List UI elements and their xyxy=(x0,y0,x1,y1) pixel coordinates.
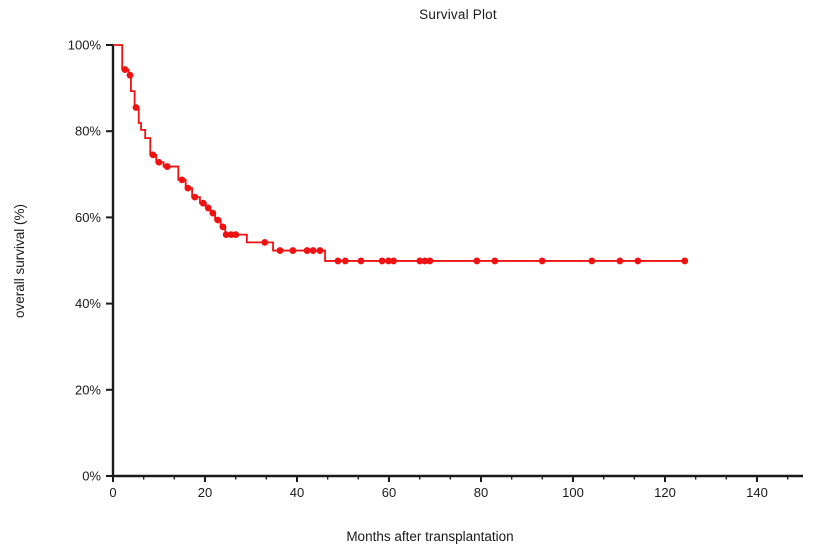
censor-mark xyxy=(309,247,317,254)
y-tick-label: 20% xyxy=(75,382,101,397)
chart-title: Survival Plot xyxy=(419,7,497,22)
censor-mark xyxy=(334,257,342,265)
x-tick-label: 20 xyxy=(198,485,212,500)
censor-mark xyxy=(126,71,134,79)
censor-mark xyxy=(261,238,269,246)
censor-mark xyxy=(341,257,349,265)
censor-mark xyxy=(163,163,171,170)
censor-mark xyxy=(191,193,199,201)
censor-mark xyxy=(378,257,386,265)
censor-mark xyxy=(214,216,222,224)
censor-mark xyxy=(155,158,163,166)
y-tick-label: 60% xyxy=(75,210,101,225)
censor-mark xyxy=(538,257,546,265)
censor-mark xyxy=(178,176,186,184)
censor-mark xyxy=(232,231,240,239)
censor-mark xyxy=(219,223,227,231)
x-tick-label: 40 xyxy=(290,485,304,500)
x-tick-label: 0 xyxy=(109,485,116,500)
censor-mark xyxy=(303,247,311,254)
censor-mark xyxy=(276,247,284,254)
survival-step-curve xyxy=(113,44,686,262)
censor-mark xyxy=(184,184,192,192)
censor-mark xyxy=(473,257,481,265)
censor-mark xyxy=(416,257,424,265)
censor-mark xyxy=(149,151,157,159)
censor-mark xyxy=(385,257,392,265)
censor-mark xyxy=(222,231,230,239)
x-axis-label: Months after transplantation xyxy=(346,529,514,544)
censor-mark xyxy=(199,199,207,207)
censor-mark xyxy=(390,257,397,265)
censor-mark xyxy=(132,104,140,111)
censor-mark xyxy=(204,204,212,212)
censor-mark xyxy=(491,257,499,265)
censor-mark xyxy=(357,257,365,265)
x-tick-label: 60 xyxy=(382,485,396,500)
y-tick-label: 100% xyxy=(68,38,102,53)
y-tick-label: 0% xyxy=(82,469,101,484)
censor-mark xyxy=(209,209,217,217)
y-tick-label: 40% xyxy=(75,296,101,311)
censor-mark xyxy=(616,257,624,265)
censor-mark xyxy=(681,257,689,265)
censor-mark xyxy=(316,247,324,254)
censor-mark xyxy=(588,257,596,265)
censor-mark xyxy=(634,257,642,265)
censor-mark xyxy=(121,66,129,73)
x-tick-label: 80 xyxy=(474,485,488,500)
x-tick-label: 100 xyxy=(562,485,584,500)
censor-mark xyxy=(289,247,297,254)
x-tick-label: 140 xyxy=(746,485,768,500)
censor-mark xyxy=(421,257,429,265)
x-tick-label: 120 xyxy=(654,485,676,500)
y-tick-label: 80% xyxy=(75,124,101,139)
censor-mark xyxy=(426,257,434,265)
